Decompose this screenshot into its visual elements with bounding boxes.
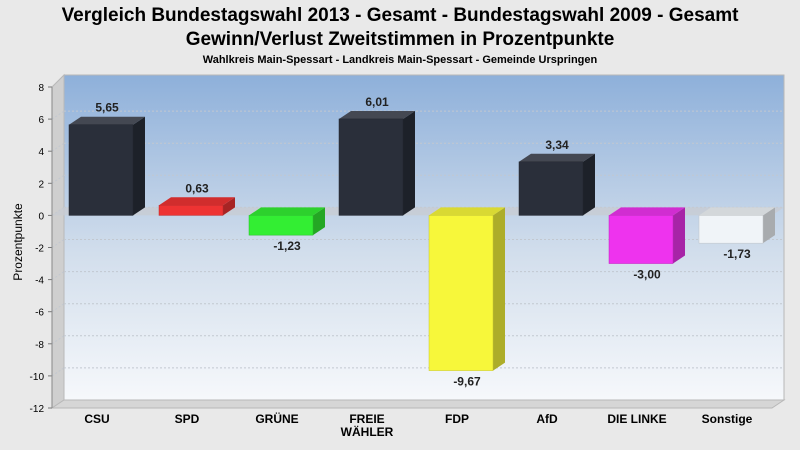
data-label: -1,23 [273,239,301,253]
chart-title: Vergleich Bundestagswahl 2013 - Gesamt -… [61,5,739,26]
grid-line [51,206,65,216]
x-tick-label: DIE LINKE [607,412,666,426]
bar [518,153,595,216]
bar-front [608,215,674,264]
y-axis: 8 6 4 2 0 -2 -4 -6 -8 -10 -12 [30,83,53,415]
bar-side [583,153,595,216]
y-tick-label: -10 [30,372,45,383]
y-tick-label: 2 [38,179,44,190]
chart-subtitle: Wahlkreis Main-Spessart - Landkreis Main… [202,54,598,66]
bar-front [698,215,764,244]
bar-top [249,207,325,216]
data-label: 6,01 [365,95,389,109]
bar [248,207,325,236]
x-tick-label: CSU [84,412,109,426]
grid-line [51,110,65,120]
bar-side [673,207,685,264]
data-label: -9,67 [453,375,481,389]
grid-line [51,335,65,345]
data-label: 0,63 [185,181,209,195]
zero-plane [52,207,784,216]
plot-side-wall [51,73,65,409]
bar-side [313,207,325,236]
bar-top [699,207,775,216]
data-label: 3,34 [545,138,569,152]
bar [608,207,685,264]
chart-title-line2: Gewinn/Verlust Zweitstimmen in Prozentpu… [185,29,615,50]
bar-side [223,197,235,216]
x-tick-label: GRÜNE [255,411,298,426]
y-tick-label: -8 [35,340,44,351]
bar-top [429,207,505,216]
bars: 5,65 0,63 -1,23 6,01 -9,67 3,34 -3,00 -1,73 [68,95,775,389]
bar-front [338,118,404,216]
x-tick-label: WÄHLER [341,424,394,439]
bar [428,207,505,371]
grid-line [51,239,65,248]
zero-line [52,207,784,216]
bar-top [339,110,415,119]
bar-front [158,205,224,216]
grid-line [51,142,65,152]
bar [68,116,145,216]
bar [158,197,235,216]
data-label: -1,73 [723,247,751,261]
y-tick-label: 4 [38,147,44,158]
bar-front [68,124,134,216]
y-tick-label: -4 [35,276,44,287]
x-tick-label: Sonstige [702,412,753,426]
bar-top [609,207,685,216]
x-tick-label: SPD [175,412,200,426]
bar-front [428,215,494,371]
y-axis-label: Prozentpunkte [11,203,25,281]
y-tick-label: 0 [38,211,44,222]
y-tick-label: -2 [35,244,44,255]
plot-floor [50,399,786,409]
grid-line [51,174,65,184]
bar-top [69,116,145,125]
bar-top [159,197,235,206]
bar-front [518,161,584,216]
bar-side [133,116,145,216]
bar-front [248,215,314,236]
bar-side [493,207,505,371]
x-tick-label: AfD [536,412,558,426]
bar [698,207,775,244]
grid-line [51,303,65,313]
grid-line [51,367,65,377]
bar-side [403,110,415,216]
x-tick-label: FDP [445,412,469,426]
y-tick-label: 6 [38,115,44,126]
x-tick-label: FREIE [349,412,384,426]
bar-side [763,207,775,244]
bar [338,110,415,216]
data-label: 5,65 [95,101,119,115]
data-label: -3,00 [633,268,661,282]
y-tick-label: -6 [35,308,44,319]
y-tick-label: 8 [38,83,44,94]
y-tick-label: -12 [30,404,45,415]
bar-top [519,153,595,162]
grid-line [51,271,65,281]
